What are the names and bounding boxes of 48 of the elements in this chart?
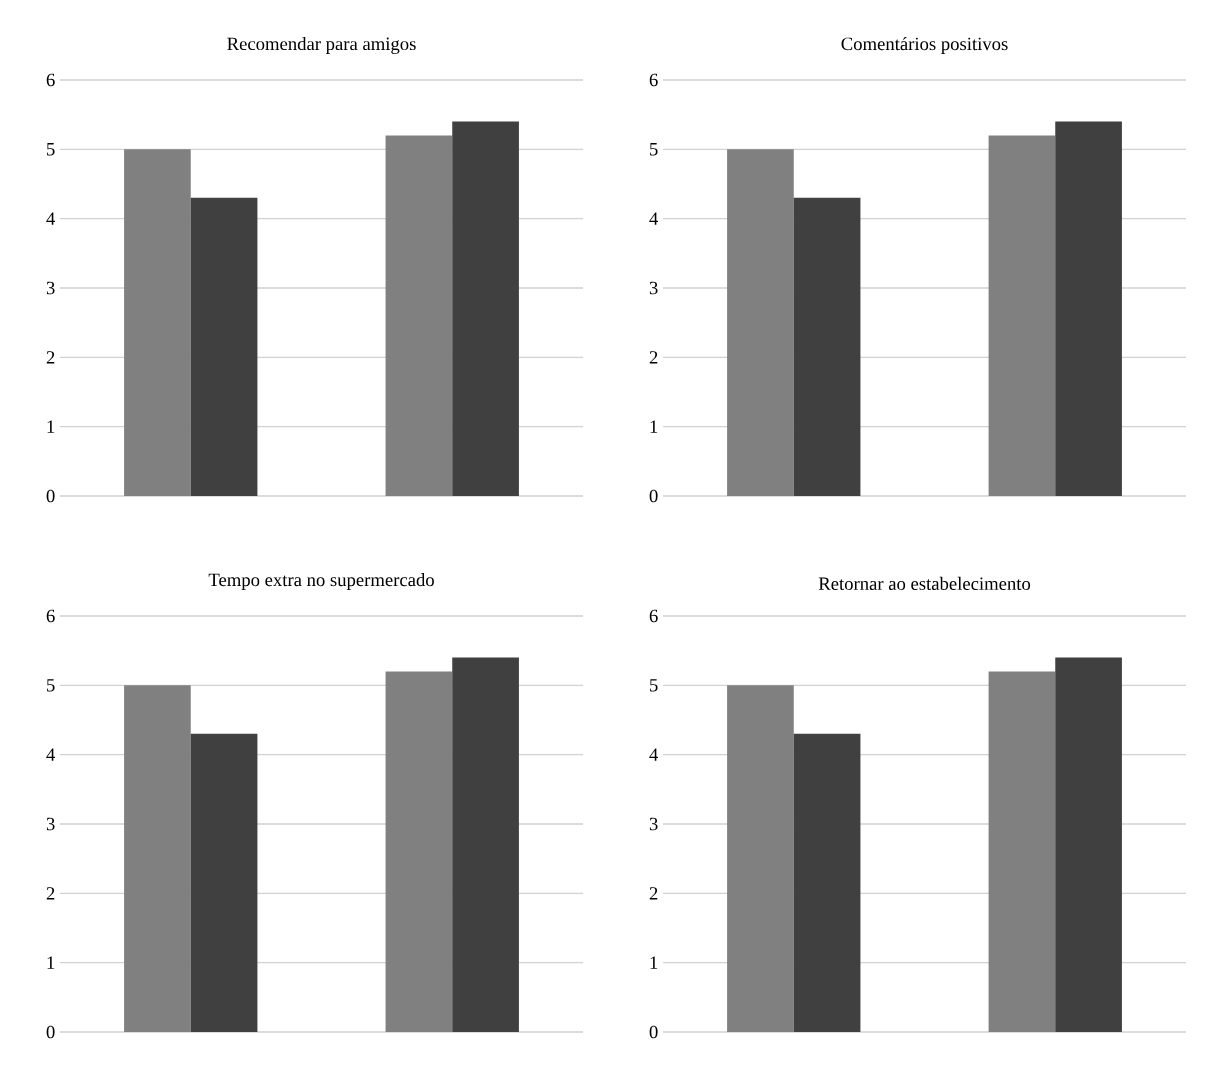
y-tick-label: 1 — [650, 420, 658, 433]
bar — [452, 121, 519, 496]
bar — [124, 685, 191, 1032]
y-tick-label: 4 — [649, 212, 659, 225]
y-tick-label: 1 — [47, 420, 55, 433]
y-tick-label: 5 — [650, 143, 658, 156]
y-tick-label: 0 — [649, 1025, 658, 1039]
bar — [452, 657, 519, 1032]
y-tick-label: 0 — [649, 489, 658, 503]
bar — [1055, 121, 1122, 496]
y-tick-label: 6 — [46, 609, 55, 623]
y-tick-label: 6 — [649, 73, 658, 87]
bar — [793, 733, 861, 1032]
y-tick-label: 0 — [46, 489, 55, 503]
bar — [385, 135, 453, 496]
bar — [190, 197, 258, 496]
chart-title: Tempo extra no supermercado — [208, 573, 434, 590]
bar — [727, 149, 794, 496]
bar — [727, 685, 794, 1032]
y-tick-label: 3 — [46, 817, 55, 831]
y-tick-label: 3 — [46, 281, 55, 295]
y-tick-label: 2 — [46, 351, 55, 364]
bar — [385, 671, 453, 1032]
y-tick-label: 4 — [46, 212, 56, 225]
bar — [793, 197, 861, 496]
chart-title: Retornar ao estabelecimento — [818, 576, 1031, 590]
chart-title: Recomendar para amigos — [227, 36, 416, 54]
y-tick-label: 3 — [649, 281, 658, 295]
y-tick-label: 1 — [47, 956, 55, 969]
chart-title: Comentários positivos — [841, 37, 1008, 54]
bar — [190, 733, 258, 1032]
bar — [988, 135, 1056, 496]
bar — [1055, 657, 1122, 1032]
bar — [124, 149, 191, 496]
y-tick-label: 1 — [650, 956, 658, 969]
y-tick-label: 0 — [46, 1025, 55, 1039]
y-tick-label: 2 — [46, 887, 55, 900]
y-tick-label: 6 — [46, 73, 55, 87]
y-tick-label: 2 — [649, 351, 658, 364]
y-tick-label: 5 — [47, 143, 55, 156]
y-tick-label: 4 — [46, 748, 56, 761]
y-tick-label: 2 — [649, 887, 658, 900]
y-tick-label: 5 — [650, 679, 658, 692]
y-tick-label: 3 — [649, 817, 658, 831]
y-tick-label: 6 — [649, 609, 658, 623]
y-tick-label: 5 — [47, 679, 55, 692]
bar — [988, 671, 1056, 1032]
y-tick-label: 4 — [649, 748, 659, 761]
